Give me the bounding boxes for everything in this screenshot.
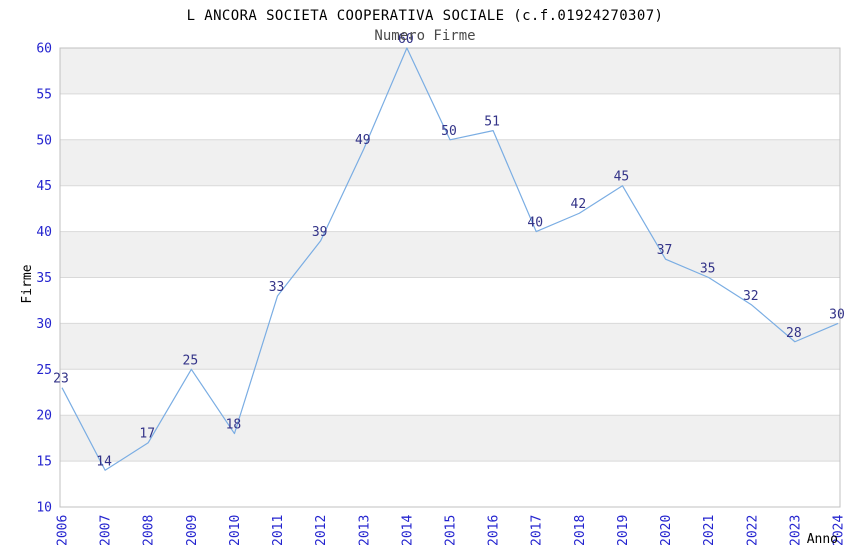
x-tick-label: 2021 xyxy=(702,515,717,546)
x-tick-label: 2018 xyxy=(573,515,588,546)
data-point-label: 51 xyxy=(484,115,500,130)
grid-band xyxy=(60,415,840,462)
data-point-label: 28 xyxy=(786,326,802,341)
data-point-label: 50 xyxy=(441,124,457,139)
data-point-label: 49 xyxy=(355,133,371,148)
y-tick-label: 30 xyxy=(36,317,52,332)
grid-band xyxy=(60,139,840,186)
grid-band xyxy=(60,231,840,278)
data-point-label: 60 xyxy=(398,32,414,47)
data-point-label: 23 xyxy=(53,372,69,387)
x-tick-label: 2010 xyxy=(228,515,243,546)
data-point-label: 30 xyxy=(829,307,845,322)
x-tick-label: 2020 xyxy=(659,515,674,546)
x-tick-label: 2024 xyxy=(832,515,847,546)
y-tick-label: 15 xyxy=(36,455,52,470)
x-tick-label: 2012 xyxy=(314,515,329,546)
x-tick-label: 2022 xyxy=(745,515,760,546)
data-point-label: 17 xyxy=(139,427,155,442)
x-tick-label: 2017 xyxy=(530,515,545,546)
data-point-label: 18 xyxy=(226,418,242,433)
y-tick-label: 45 xyxy=(36,179,52,194)
x-tick-label: 2023 xyxy=(788,515,803,546)
y-tick-label: 50 xyxy=(36,133,52,148)
chart-subtitle: Numero Firme xyxy=(374,28,475,44)
data-point-label: 32 xyxy=(743,289,759,304)
data-point-label: 33 xyxy=(269,280,285,295)
chart-title: L ANCORA SOCIETA COOPERATIVA SOCIALE (c.… xyxy=(187,8,664,24)
data-point-label: 39 xyxy=(312,225,328,240)
grid-band xyxy=(60,323,840,370)
x-axis-title: Anno xyxy=(807,532,838,547)
x-tick-label: 2008 xyxy=(142,515,157,546)
y-tick-label: 10 xyxy=(36,501,52,516)
y-axis-title: Firme xyxy=(20,264,35,303)
x-tick-label: 2019 xyxy=(616,515,631,546)
plot-border xyxy=(59,47,841,508)
x-tick-label: 2013 xyxy=(357,515,372,546)
x-tick-label: 2011 xyxy=(271,515,286,546)
data-point-label: 37 xyxy=(657,243,673,258)
series-line xyxy=(61,47,839,471)
y-tick-label: 20 xyxy=(36,409,52,424)
data-point-label: 42 xyxy=(571,197,587,212)
x-tick-label: 2016 xyxy=(487,515,502,546)
data-point-label: 35 xyxy=(700,262,716,277)
y-tick-label: 55 xyxy=(36,87,52,102)
data-point-label: 14 xyxy=(96,454,112,469)
data-point-label: 25 xyxy=(183,353,199,368)
data-point-label: 40 xyxy=(527,216,543,231)
x-tick-label: 2009 xyxy=(185,515,200,546)
x-tick-label: 2007 xyxy=(99,515,114,546)
plot-area: 10 15 20 25 30 35 40 45 50 55 60 2006 2007 2008 2009 20… xyxy=(36,32,846,546)
y-tick-label: 25 xyxy=(36,363,52,378)
data-point-label: 45 xyxy=(614,170,630,185)
y-tick-label: 35 xyxy=(36,271,52,286)
x-tick-label: 2006 xyxy=(56,515,71,546)
grid-band xyxy=(60,48,840,94)
x-tick-label: 2014 xyxy=(400,515,415,546)
x-tick-label: 2015 xyxy=(444,515,459,546)
y-tick-label: 60 xyxy=(36,42,52,57)
y-tick-label: 40 xyxy=(36,225,52,240)
